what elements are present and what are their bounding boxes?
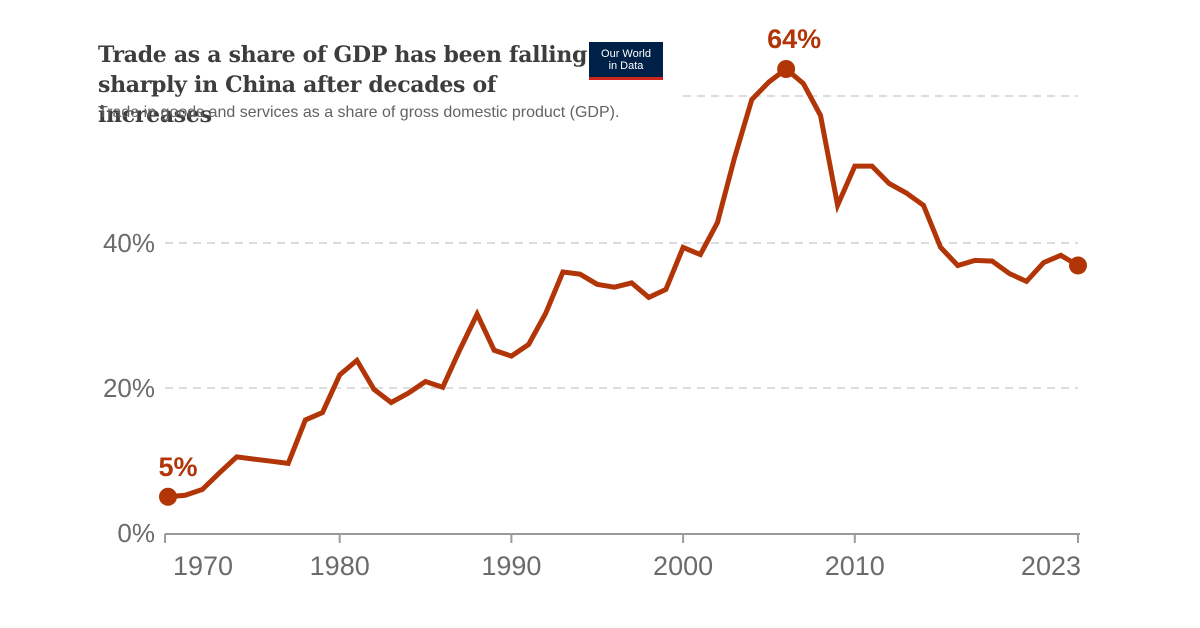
- annotation-label: 5%: [158, 452, 197, 482]
- logo-line-2: in Data: [608, 59, 644, 72]
- end-point: [1069, 256, 1087, 275]
- x-tick-label: 2023: [1021, 551, 1081, 581]
- logo-line-1: Our World: [601, 47, 651, 60]
- x-tick-label: 1990: [481, 551, 541, 581]
- chart-subtitle: Trade in goods and services as a share o…: [98, 104, 620, 121]
- start-point: [159, 487, 177, 506]
- annotation-layer: 5% 64%: [158, 24, 821, 482]
- x-tick-label: 2000: [653, 551, 713, 581]
- series-line: [165, 65, 1081, 500]
- series-layer: [159, 60, 1087, 506]
- x-tick-label: 2010: [825, 551, 885, 581]
- gridlines: [165, 95, 1078, 389]
- peak-point: [777, 60, 796, 78]
- x-tick-label: 1980: [310, 551, 370, 581]
- annotation-label: 64%: [767, 24, 821, 54]
- axes: 0% 20% 40% 1970 1980 1990 2000 2010 2023: [103, 228, 1081, 581]
- x-tick-label: 1970: [173, 551, 233, 581]
- y-tick-label: 0%: [117, 518, 155, 548]
- y-tick-label: 40%: [103, 228, 155, 258]
- owid-logo[interactable]: Our World in Data: [589, 42, 663, 80]
- chart-title: Trade as a share of GDP has been falling…: [98, 42, 588, 128]
- y-tick-label: 20%: [103, 373, 155, 403]
